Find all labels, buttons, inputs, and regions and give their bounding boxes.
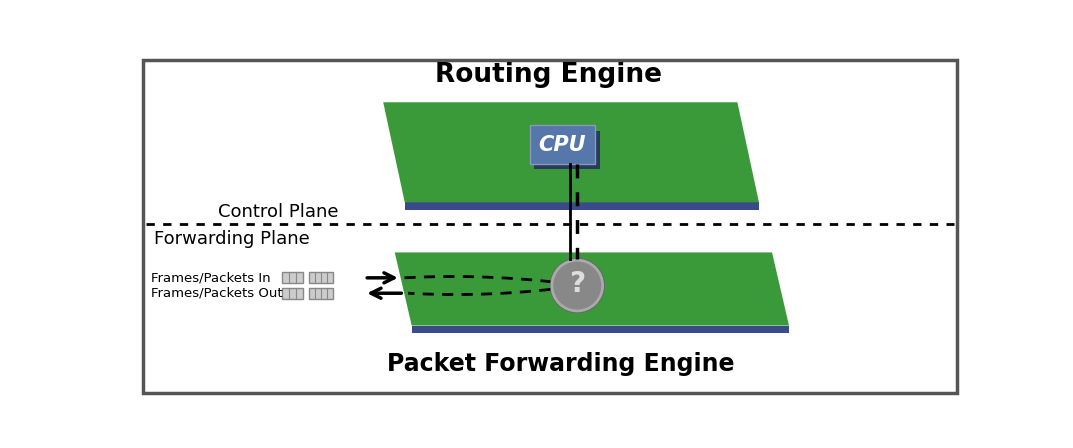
Polygon shape: [383, 102, 759, 202]
Text: Frames/Packets In: Frames/Packets In: [150, 271, 270, 284]
Text: Routing Engine: Routing Engine: [436, 62, 662, 88]
Circle shape: [552, 260, 603, 311]
Polygon shape: [395, 252, 789, 326]
Text: CPU: CPU: [539, 134, 586, 155]
Polygon shape: [412, 326, 789, 333]
Text: Frames/Packets Out: Frames/Packets Out: [150, 287, 282, 300]
FancyBboxPatch shape: [281, 272, 304, 283]
FancyBboxPatch shape: [529, 125, 594, 164]
FancyBboxPatch shape: [143, 60, 957, 392]
Polygon shape: [405, 202, 759, 210]
FancyBboxPatch shape: [534, 131, 600, 169]
FancyBboxPatch shape: [281, 288, 304, 299]
Circle shape: [549, 258, 605, 313]
Text: ?: ?: [569, 270, 585, 298]
FancyBboxPatch shape: [309, 272, 333, 283]
Text: Control Plane: Control Plane: [218, 203, 338, 221]
Text: Packet Forwarding Engine: Packet Forwarding Engine: [386, 352, 734, 376]
FancyBboxPatch shape: [309, 288, 333, 299]
Text: Forwarding Plane: Forwarding Plane: [153, 230, 309, 248]
